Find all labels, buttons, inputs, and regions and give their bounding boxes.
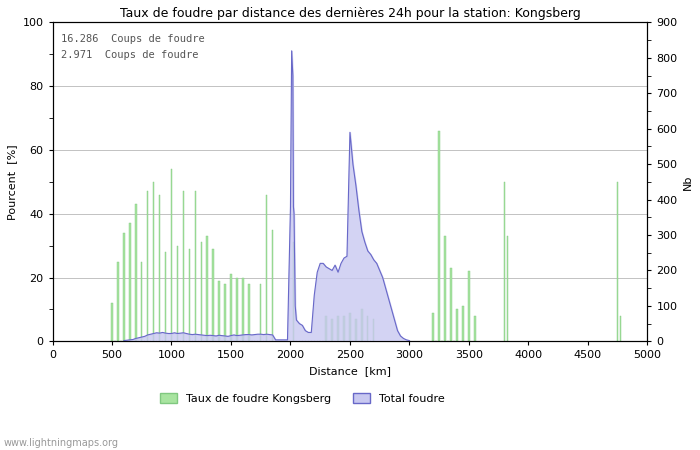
Bar xyxy=(236,278,237,341)
Legend: Taux de foudre Kongsberg, Total foudre: Taux de foudre Kongsberg, Total foudre xyxy=(156,388,449,408)
Bar xyxy=(507,236,508,341)
Bar xyxy=(620,316,622,341)
Text: 2.971  Coups de foudre: 2.971 Coups de foudre xyxy=(62,50,199,59)
Bar xyxy=(444,236,446,341)
Text: 16.286  Coups de foudre: 16.286 Coups de foudre xyxy=(62,34,205,44)
Bar xyxy=(438,131,440,341)
Bar xyxy=(456,310,458,341)
Bar xyxy=(129,223,131,341)
Bar xyxy=(617,182,618,341)
Bar xyxy=(462,306,463,341)
Bar xyxy=(450,268,452,341)
Bar xyxy=(242,278,244,341)
Bar xyxy=(230,274,232,341)
Bar xyxy=(293,243,294,341)
Bar xyxy=(183,191,184,341)
Title: Taux de foudre par distance des dernières 24h pour la station: Kongsberg: Taux de foudre par distance des dernière… xyxy=(120,7,580,20)
Bar xyxy=(176,246,178,341)
Text: www.lightningmaps.org: www.lightningmaps.org xyxy=(4,438,118,448)
Bar xyxy=(147,191,148,341)
Bar xyxy=(218,281,220,341)
Bar xyxy=(248,284,249,341)
Bar xyxy=(123,233,125,341)
Bar xyxy=(373,319,374,341)
Bar xyxy=(468,271,470,341)
Bar xyxy=(355,319,356,341)
Bar xyxy=(361,310,363,341)
Bar xyxy=(200,243,202,341)
Bar xyxy=(135,204,136,341)
Bar xyxy=(153,182,155,341)
Bar xyxy=(117,261,119,341)
Bar xyxy=(164,252,167,341)
Bar xyxy=(331,319,332,341)
Bar xyxy=(504,182,505,341)
Bar xyxy=(159,195,160,341)
Bar xyxy=(266,195,267,341)
Bar xyxy=(212,249,214,341)
Bar xyxy=(188,249,190,341)
Bar xyxy=(433,313,434,341)
Bar xyxy=(206,236,208,341)
Bar xyxy=(367,316,368,341)
Y-axis label: Nb: Nb xyxy=(683,174,693,189)
Bar xyxy=(195,191,196,341)
X-axis label: Distance  [km]: Distance [km] xyxy=(309,366,391,376)
Bar xyxy=(349,313,351,341)
Bar xyxy=(272,230,273,341)
Bar xyxy=(224,284,225,341)
Bar xyxy=(171,169,172,341)
Bar xyxy=(337,316,339,341)
Bar xyxy=(141,261,143,341)
Bar xyxy=(474,316,475,341)
Bar xyxy=(326,316,327,341)
Bar xyxy=(343,316,344,341)
Bar xyxy=(111,303,113,341)
Y-axis label: Pourcent  [%]: Pourcent [%] xyxy=(7,144,17,220)
Bar xyxy=(260,284,261,341)
